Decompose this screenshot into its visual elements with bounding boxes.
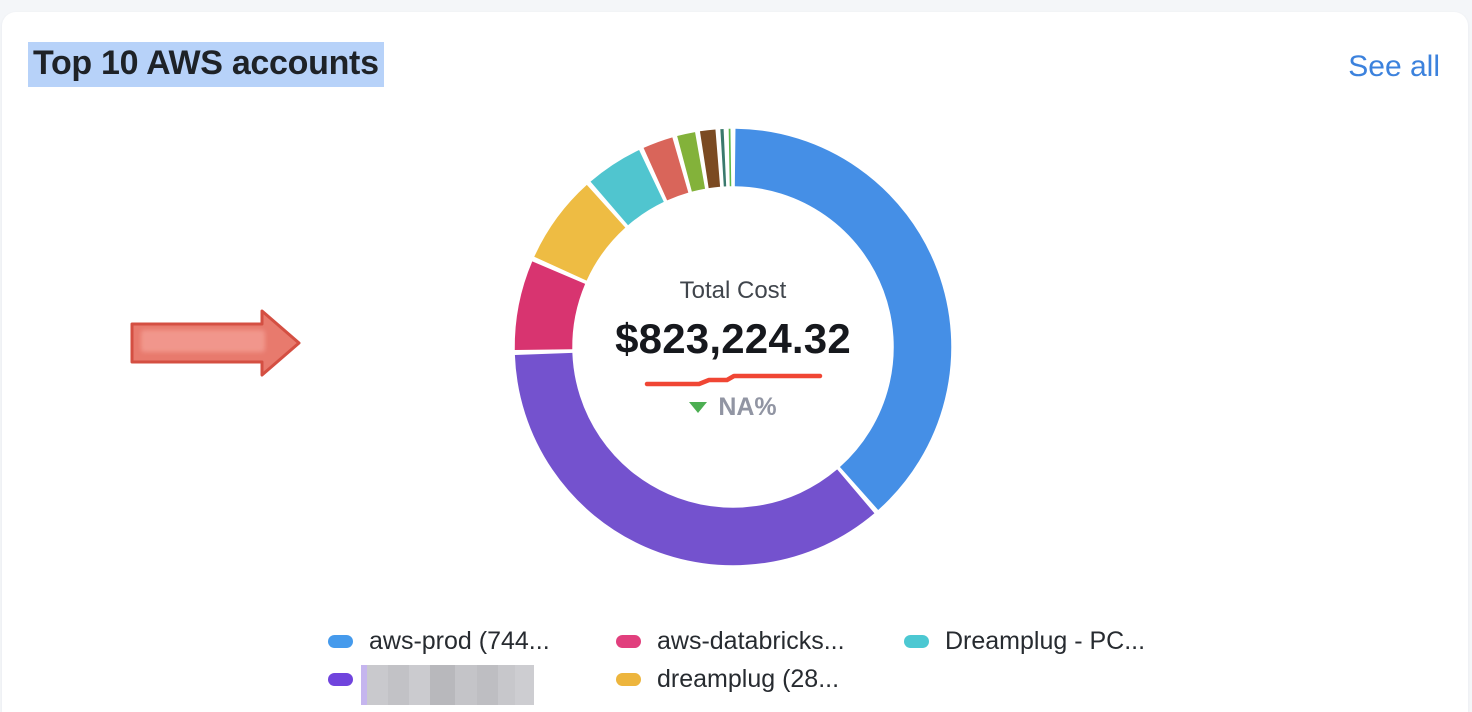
legend-color-pill: [616, 635, 641, 648]
widget-title: Top 10 AWS accounts: [28, 44, 384, 83]
donut-segment[interactable]: [609, 176, 651, 203]
legend-item[interactable]: aws-prod (744...: [328, 627, 616, 656]
legend-color-pill: [616, 673, 641, 686]
legend-label: Dreamplug - PC...: [945, 627, 1145, 656]
donut-segment[interactable]: [544, 273, 559, 350]
selected-title-text: Top 10 AWS accounts: [28, 42, 384, 87]
donut-segment[interactable]: [735, 158, 922, 489]
legend-item[interactable]: [328, 665, 616, 694]
redaction-block: [367, 665, 534, 705]
donut-segment[interactable]: [560, 206, 606, 268]
legend-color-pill: [328, 635, 353, 648]
legend-label: aws-prod (744...: [369, 627, 550, 656]
legend-row: dreamplug (28...: [328, 665, 1192, 694]
legend-item[interactable]: dreamplug (28...: [616, 665, 904, 694]
donut-chart[interactable]: [503, 117, 963, 577]
redacted-legend-label: [361, 665, 534, 705]
donut-segment[interactable]: [544, 354, 856, 537]
legend-label: aws-databricks...: [657, 627, 845, 656]
donut-segment[interactable]: [655, 165, 680, 174]
legend-label: dreamplug (28...: [657, 665, 839, 694]
donut-segment[interactable]: [704, 158, 717, 160]
legend-color-pill: [904, 635, 929, 648]
redacted-annotation-text: [141, 330, 265, 352]
legend-item[interactable]: aws-databricks...: [616, 627, 904, 656]
legend-item[interactable]: Dreamplug - PC...: [904, 627, 1192, 656]
chart-legend: aws-prod (744... aws-databricks... Dreampl…: [328, 627, 1192, 703]
legend-color-pill: [328, 673, 353, 686]
donut-segment[interactable]: [685, 160, 701, 163]
see-all-link[interactable]: See all: [1348, 50, 1440, 84]
legend-row: aws-prod (744... aws-databricks... Dreampl…: [328, 627, 1192, 656]
